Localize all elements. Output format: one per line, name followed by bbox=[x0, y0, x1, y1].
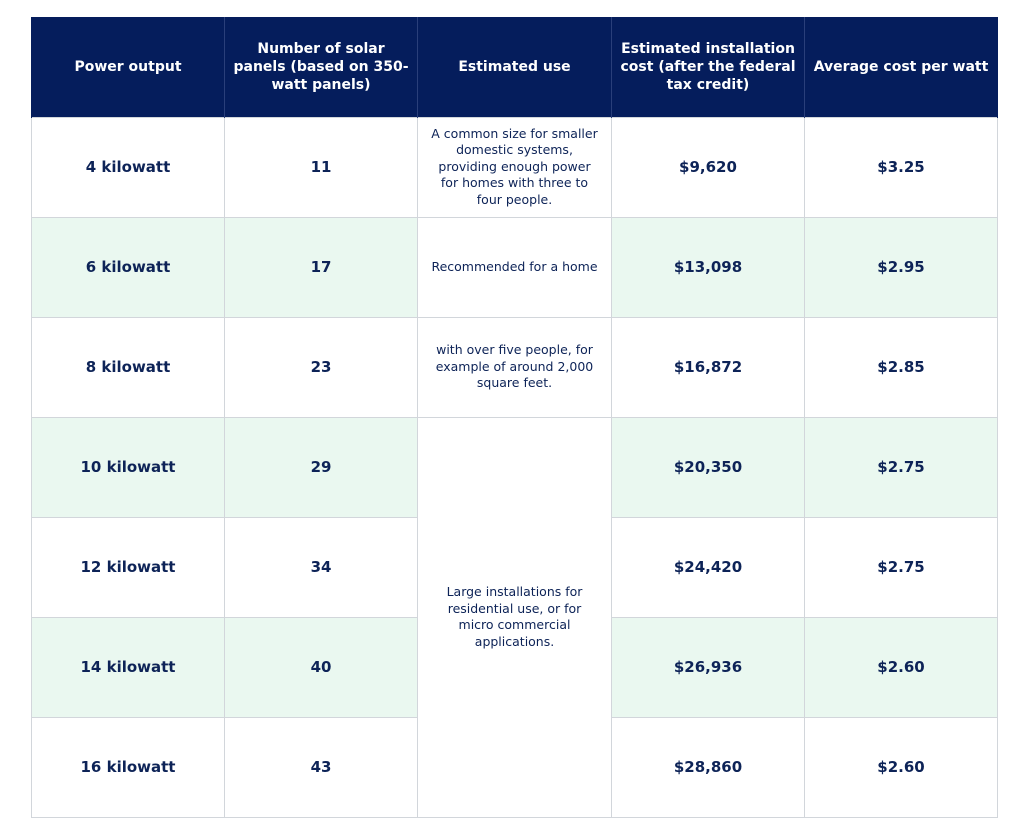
estimated-use-cell: A common size for smaller domestic syste… bbox=[417, 116, 612, 218]
power-output-cell: 14 kilowatt bbox=[31, 616, 225, 718]
power-output-cell: 6 kilowatt bbox=[31, 216, 225, 318]
panel-count-cell: 40 bbox=[224, 616, 418, 718]
table-row: 6 kilowatt 17 Recommended for a home $13… bbox=[31, 216, 998, 318]
installation-cost-cell: $13,098 bbox=[611, 216, 805, 318]
estimated-use-cell: with over five people, for example of ar… bbox=[417, 316, 612, 418]
table-row: 14 kilowatt 40 $26,936 $2.60 bbox=[31, 616, 998, 718]
table-row: 8 kilowatt 23 with over five people, for… bbox=[31, 316, 998, 418]
power-output-cell: 4 kilowatt bbox=[31, 116, 225, 218]
installation-cost-cell: $20,350 bbox=[611, 416, 805, 518]
table-row: 10 kilowatt 29 Large installations for r… bbox=[31, 416, 998, 818]
table-row: 16 kilowatt 43 $28,860 $2.60 bbox=[31, 716, 998, 818]
panel-count-cell: 43 bbox=[224, 716, 418, 818]
cost-per-watt-cell: $2.85 bbox=[804, 316, 998, 418]
solar-cost-table: Power output Number of solar panels (bas… bbox=[31, 17, 998, 818]
panel-count-cell: 23 bbox=[224, 316, 418, 418]
cost-per-watt-cell: $3.25 bbox=[804, 116, 998, 218]
header-cost-per-watt: Average cost per watt bbox=[804, 17, 998, 117]
panel-count-cell: 29 bbox=[224, 416, 418, 518]
panel-count-cell: 17 bbox=[224, 216, 418, 318]
header-power-output: Power output bbox=[31, 17, 225, 117]
cost-per-watt-cell: $2.75 bbox=[804, 416, 998, 518]
power-output-cell: 8 kilowatt bbox=[31, 316, 225, 418]
table-row: 12 kilowatt 34 $24,420 $2.75 bbox=[31, 516, 998, 618]
cost-per-watt-cell: $2.60 bbox=[804, 616, 998, 718]
cost-per-watt-cell: $2.95 bbox=[804, 216, 998, 318]
installation-cost-cell: $24,420 bbox=[611, 516, 805, 618]
header-installation-cost: Estimated installation cost (after the f… bbox=[611, 17, 805, 117]
header-estimated-use: Estimated use bbox=[417, 17, 612, 117]
installation-cost-cell: $26,936 bbox=[611, 616, 805, 718]
power-output-cell: 16 kilowatt bbox=[31, 716, 225, 818]
table-row: 4 kilowatt 11 A common size for smaller … bbox=[31, 116, 998, 218]
installation-cost-cell: $16,872 bbox=[611, 316, 805, 418]
estimated-use-cell: Large installations for residential use,… bbox=[417, 416, 612, 818]
panel-count-cell: 11 bbox=[224, 116, 418, 218]
installation-cost-cell: $28,860 bbox=[611, 716, 805, 818]
power-output-cell: 12 kilowatt bbox=[31, 516, 225, 618]
header-row: Power output Number of solar panels (bas… bbox=[31, 17, 998, 117]
panel-count-cell: 34 bbox=[224, 516, 418, 618]
power-output-cell: 10 kilowatt bbox=[31, 416, 225, 518]
header-number-of-panels: Number of solar panels (based on 350-wat… bbox=[224, 17, 418, 117]
cost-per-watt-cell: $2.60 bbox=[804, 716, 998, 818]
estimated-use-cell: Recommended for a home bbox=[417, 216, 612, 318]
cost-per-watt-cell: $2.75 bbox=[804, 516, 998, 618]
installation-cost-cell: $9,620 bbox=[611, 116, 805, 218]
